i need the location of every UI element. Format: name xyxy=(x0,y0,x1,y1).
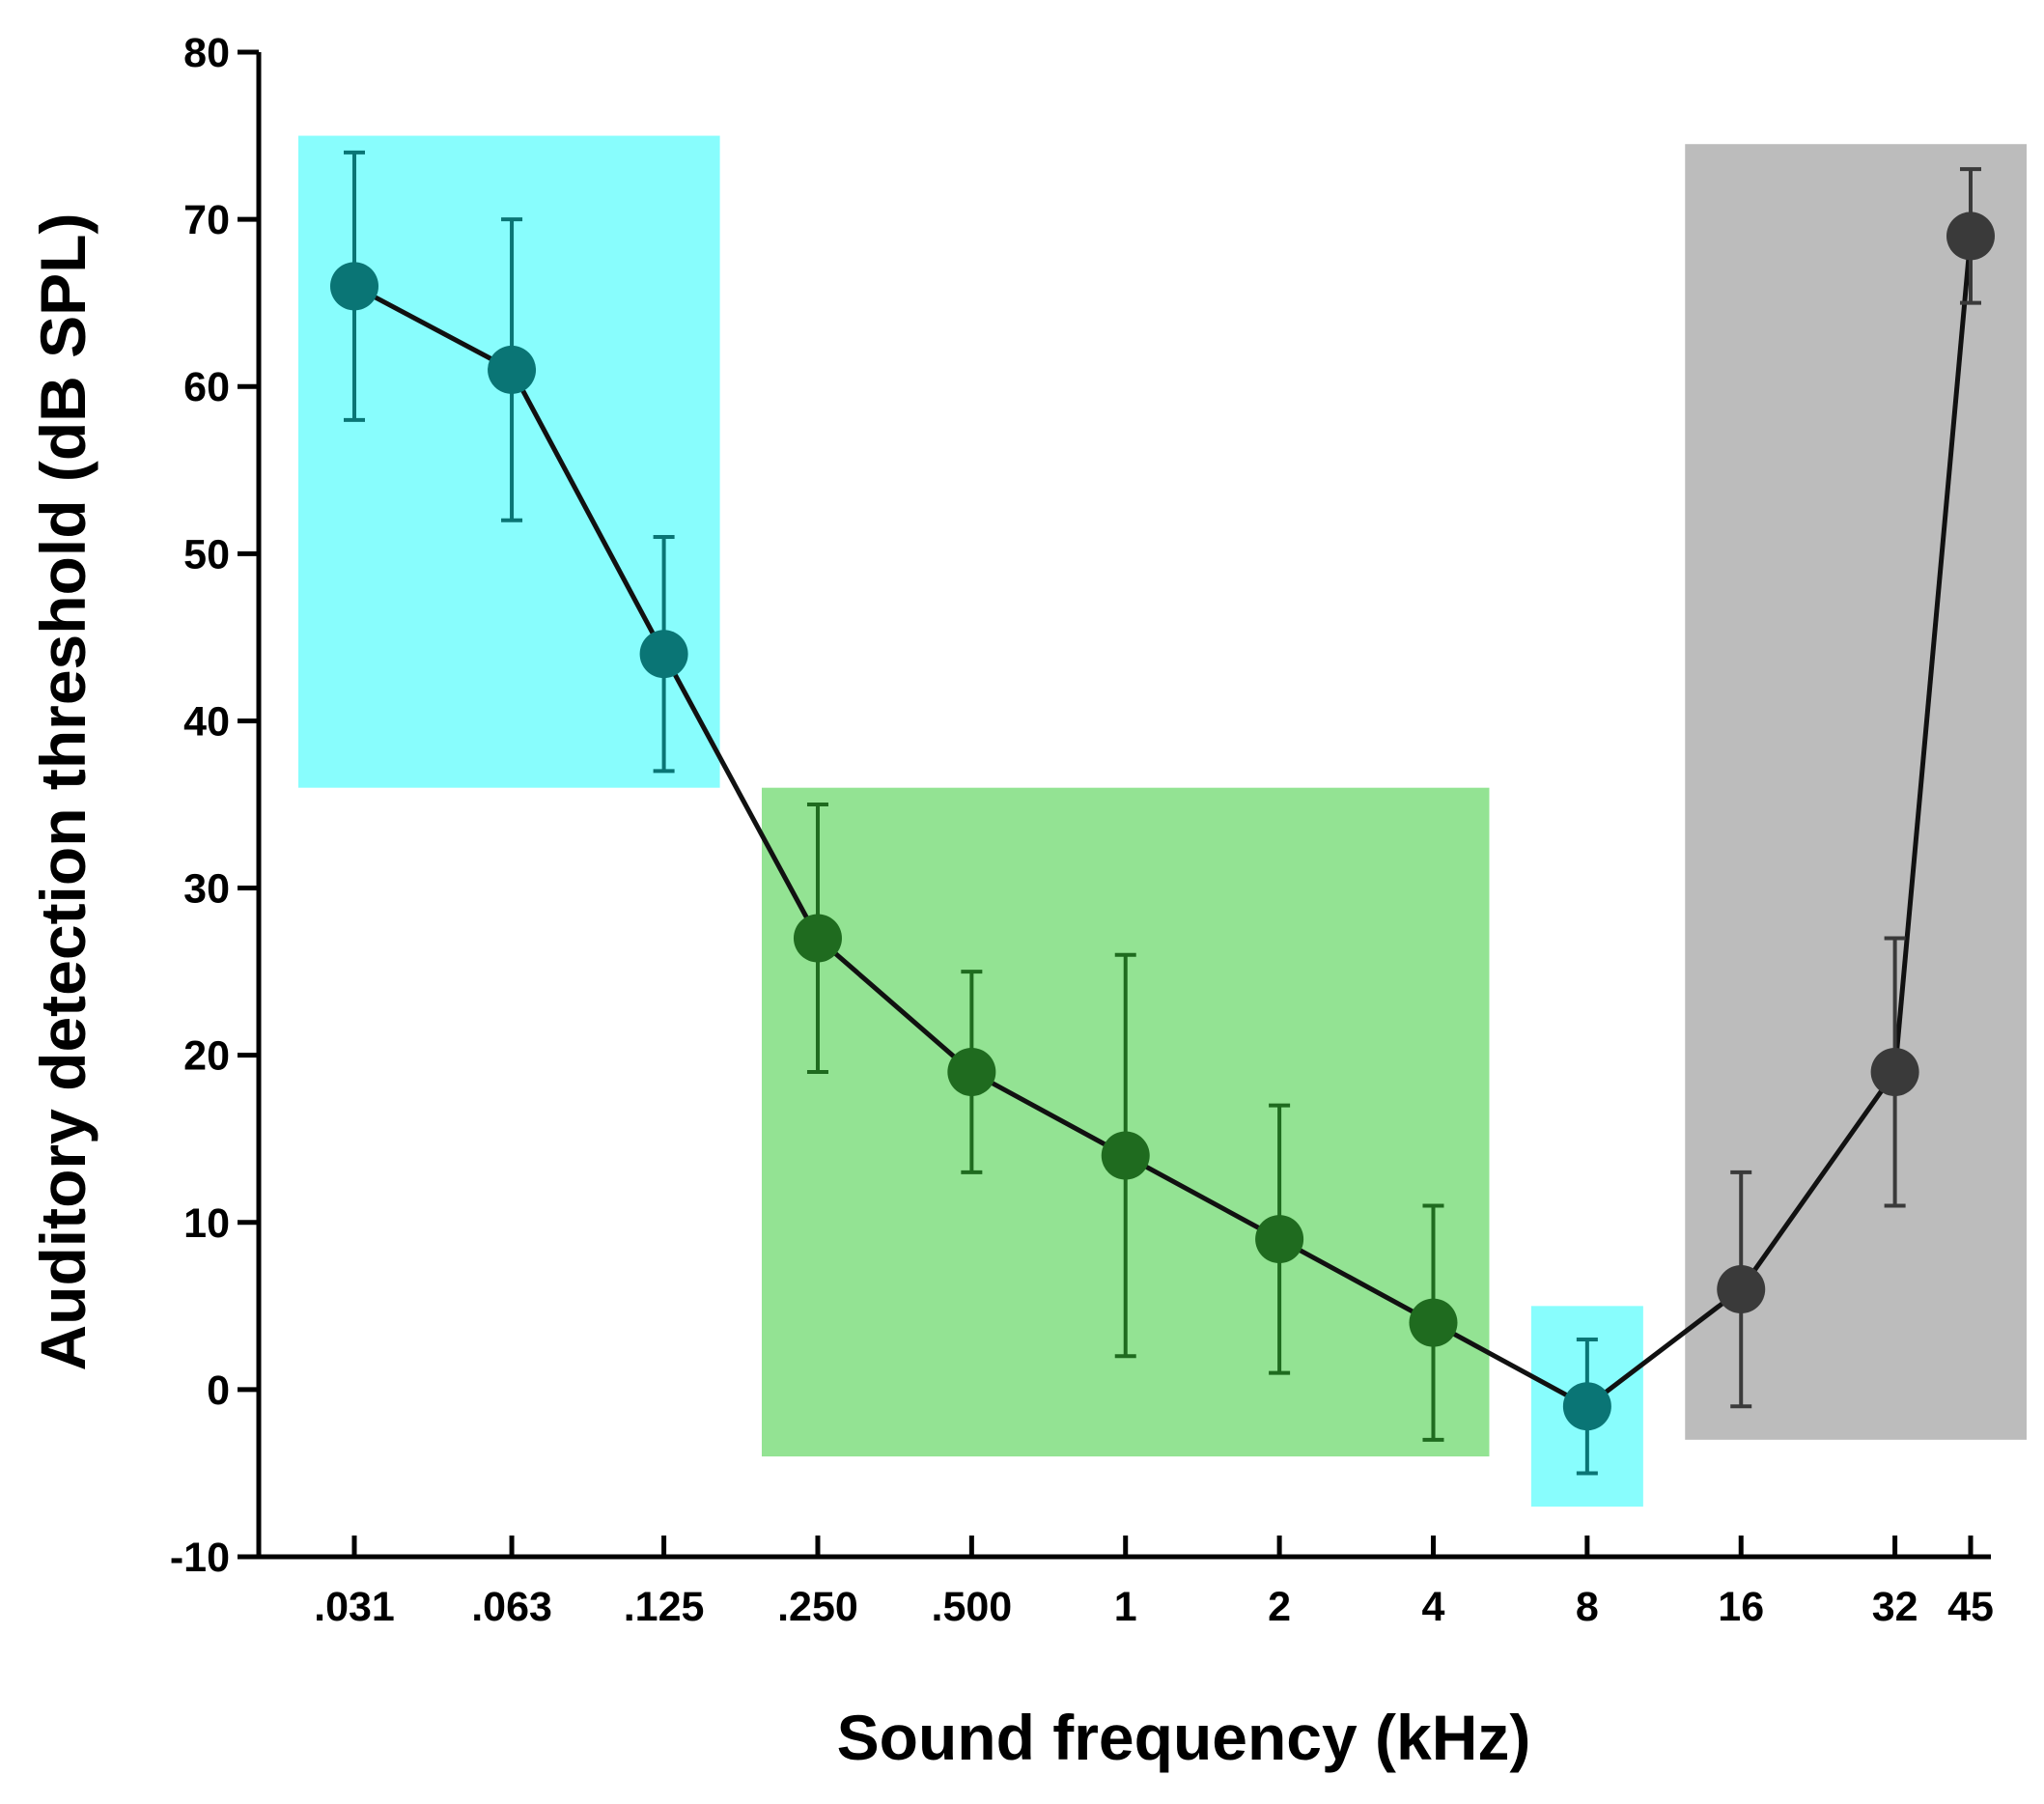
line-segment xyxy=(352,284,514,373)
line-segment xyxy=(661,653,821,940)
data-point xyxy=(947,1047,996,1096)
y-axis-title: Auditory detection threshold (dB SPL) xyxy=(27,213,98,1371)
x-tick-label: .125 xyxy=(624,1584,705,1630)
data-point xyxy=(488,345,537,394)
line-segment xyxy=(509,368,666,656)
data-points xyxy=(330,211,1995,1431)
line-segment xyxy=(1739,1070,1897,1291)
data-point xyxy=(639,630,688,679)
y-tick-label: -10 xyxy=(170,1535,230,1581)
y-axis-ticks: -10 0 10 20 30 40 50 60 70 80 xyxy=(170,30,259,1581)
x-tick-label: 2 xyxy=(1268,1584,1291,1630)
high-frequency-region xyxy=(1685,144,2027,1440)
x-tick-label: 45 xyxy=(1947,1584,1994,1630)
y-tick-label: 70 xyxy=(183,197,230,243)
line-segment xyxy=(816,936,973,1074)
y-tick-label: 50 xyxy=(183,531,230,578)
x-tick-label: 1 xyxy=(1114,1584,1137,1630)
data-point xyxy=(1562,1382,1611,1431)
line-segment xyxy=(1585,1287,1743,1409)
low-frequency-region xyxy=(298,135,720,788)
data-point xyxy=(1255,1215,1304,1264)
line-segment xyxy=(1124,1153,1281,1242)
y-tick-label: 0 xyxy=(207,1367,230,1414)
data-point xyxy=(1409,1298,1458,1347)
x-tick-label: .500 xyxy=(932,1584,1013,1630)
x-axis-ticks: .031 .063 .125 .250 .500 1 2 4 8 16 32 45 xyxy=(314,1536,1994,1630)
x-axis-title: Sound frequency (kHz) xyxy=(837,1702,1531,1773)
x-tick-label: .031 xyxy=(314,1584,395,1630)
x-tick-label: .250 xyxy=(777,1584,858,1630)
y-tick-label: 30 xyxy=(183,866,230,913)
line-segment xyxy=(970,1069,1127,1158)
series-line xyxy=(352,236,1974,1409)
line-segment xyxy=(1892,236,1974,1073)
line-segment xyxy=(1432,1320,1589,1409)
data-point xyxy=(1101,1131,1150,1180)
y-tick-label: 10 xyxy=(183,1200,230,1247)
y-tick-label: 80 xyxy=(183,30,230,76)
data-point xyxy=(793,914,842,963)
x-tick-label: 8 xyxy=(1576,1584,1599,1630)
highlight-regions xyxy=(298,135,2027,1508)
data-point xyxy=(1717,1265,1766,1314)
data-point xyxy=(1870,1047,1919,1096)
x-tick-label: .063 xyxy=(471,1584,552,1630)
data-point xyxy=(330,262,378,311)
line-segment xyxy=(1277,1236,1435,1325)
y-tick-label: 40 xyxy=(183,698,230,745)
x-tick-label: 32 xyxy=(1872,1584,1918,1630)
data-point xyxy=(1946,211,1995,261)
x-tick-label: 16 xyxy=(1718,1584,1764,1630)
y-tick-label: 60 xyxy=(183,364,230,410)
x-tick-label: 4 xyxy=(1422,1584,1445,1630)
y-tick-label: 20 xyxy=(183,1033,230,1080)
